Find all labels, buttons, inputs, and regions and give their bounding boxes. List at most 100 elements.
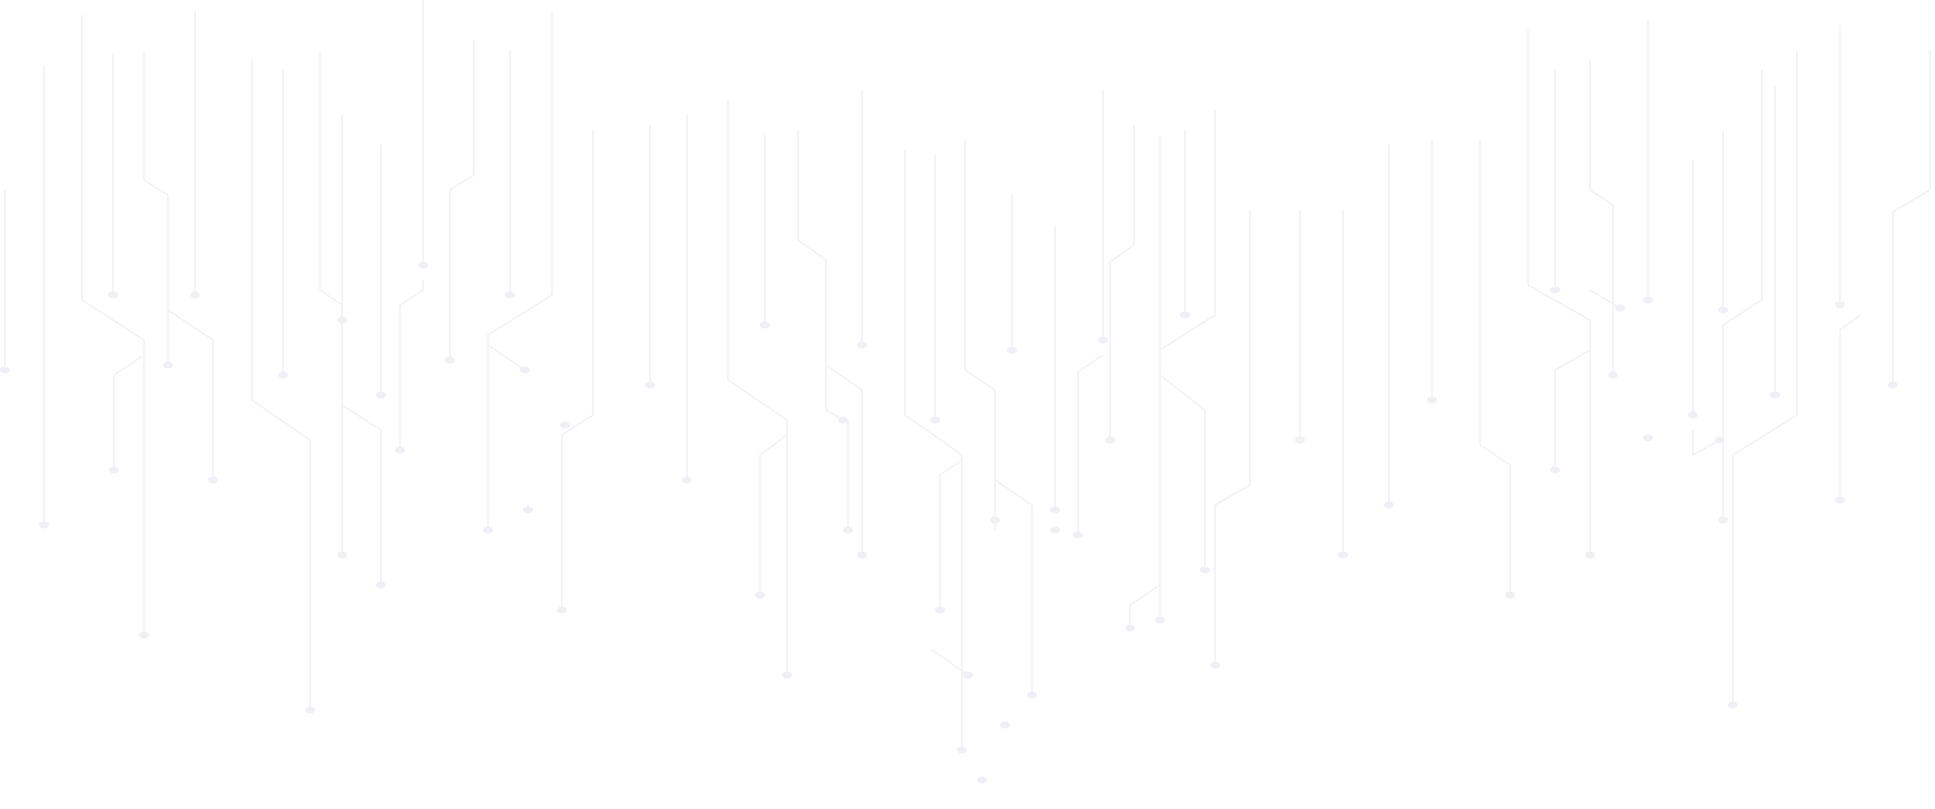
- circuit-trace: [1722, 70, 1763, 520]
- circuit-trace: [1692, 430, 1721, 457]
- circuit-trace: [1479, 140, 1511, 595]
- circuit-node: [1098, 336, 1108, 344]
- circuit-node: [1027, 691, 1037, 699]
- circuit-trace: [251, 60, 311, 710]
- circuit-node: [1105, 436, 1115, 444]
- circuit-node: [1550, 286, 1560, 294]
- circuit-node: [1125, 624, 1135, 632]
- circuit-node: [857, 341, 867, 349]
- circuit-node: [108, 291, 118, 299]
- circuit-trace: [964, 140, 996, 520]
- circuit-trace: [319, 50, 343, 555]
- circuit-node: [1615, 304, 1625, 312]
- circuit-trace: [939, 459, 963, 610]
- circuit-node: [1210, 661, 1220, 669]
- circuit-node: [963, 671, 973, 679]
- circuit-node: [445, 356, 455, 364]
- circuit-trace: [1129, 584, 1161, 628]
- circuit-node: [1728, 701, 1738, 709]
- circuit-node: [1835, 496, 1845, 504]
- circuit-node: [1770, 391, 1780, 399]
- circuit-node: [1505, 591, 1515, 599]
- circuit-trace: [1214, 210, 1251, 665]
- circuit-node: [1643, 434, 1653, 442]
- circuit-trace: [487, 344, 526, 371]
- circuit-node: [39, 521, 49, 529]
- circuit-node: [139, 631, 149, 639]
- circuit-node: [376, 581, 386, 589]
- circuit-trace: [1839, 314, 1861, 500]
- circuit-node: [977, 776, 987, 784]
- circuit-node: [1427, 396, 1437, 404]
- circuit-trace: [113, 354, 145, 470]
- circuit-node: [1643, 296, 1653, 304]
- circuit-node: [1000, 721, 1010, 729]
- circuit-trace: [449, 40, 475, 360]
- circuit-node: [1835, 301, 1845, 309]
- circuit-trace: [825, 364, 863, 555]
- circuit-node: [0, 366, 10, 374]
- circuit-node: [682, 476, 692, 484]
- circuit-trace: [1109, 125, 1135, 440]
- circuit-node: [1007, 346, 1017, 354]
- circuit-node: [782, 671, 792, 679]
- circuit-trace: [1589, 289, 1621, 309]
- circuit-trace: [1589, 60, 1614, 375]
- circuit-trace: [797, 130, 844, 421]
- circuit-trace: [1554, 349, 1591, 470]
- circuit-node: [1608, 371, 1618, 379]
- circuit-node: [109, 466, 119, 474]
- circuit-node: [645, 381, 655, 389]
- circuit-node: [1180, 311, 1190, 319]
- circuit-node: [557, 606, 567, 614]
- circuit-node: [1384, 501, 1394, 509]
- circuit-node: [1050, 526, 1060, 534]
- circuit-node: [957, 746, 967, 754]
- circuit-trace: [487, 10, 553, 530]
- circuit-node: [208, 476, 218, 484]
- circuit-node: [1338, 551, 1348, 559]
- circuit-node: [1550, 466, 1560, 474]
- circuit-node: [395, 446, 405, 454]
- circuit-node: [760, 321, 770, 329]
- circuit-trace: [561, 130, 594, 610]
- circuit-node: [523, 506, 533, 514]
- circuit-node: [1888, 381, 1898, 389]
- circuit-node: [337, 551, 347, 559]
- circuit-node: [930, 416, 940, 424]
- circuit-trace: [1077, 354, 1104, 535]
- circuit-node: [190, 291, 200, 299]
- circuit-node: [1200, 566, 1210, 574]
- circuit-trace: [143, 50, 169, 365]
- circuit-node: [838, 416, 848, 424]
- circuit-node: [1155, 616, 1165, 624]
- circuit-trace: [399, 280, 424, 450]
- circuit-trace: [167, 309, 214, 480]
- circuit-node: [337, 316, 347, 324]
- circuit-node: [305, 706, 315, 714]
- circuit-trace: [1732, 50, 1798, 705]
- circuit-node: [520, 366, 530, 374]
- circuit-trace: [341, 404, 382, 585]
- circuit-node: [483, 526, 493, 534]
- circuit-trace: [931, 649, 969, 676]
- circuit-node: [278, 371, 288, 379]
- circuit-node: [1050, 506, 1060, 514]
- circuit-trace: [994, 478, 1033, 695]
- circuit-node: [1295, 436, 1305, 444]
- circuit-trace: [1892, 50, 1931, 385]
- circuit-trace: [1159, 110, 1216, 620]
- circuit-node: [843, 526, 853, 534]
- circuit-node: [418, 261, 428, 269]
- circuit-trace: [904, 150, 963, 750]
- circuit-node: [1718, 306, 1728, 314]
- circuit-node: [935, 606, 945, 614]
- circuit-node: [1715, 436, 1725, 444]
- circuit-node: [755, 591, 765, 599]
- circuit-trace: [727, 100, 788, 675]
- circuit-trace: [81, 15, 145, 635]
- circuit-trace: [759, 434, 788, 595]
- circuit-node: [1073, 531, 1083, 539]
- circuit-node: [163, 361, 173, 369]
